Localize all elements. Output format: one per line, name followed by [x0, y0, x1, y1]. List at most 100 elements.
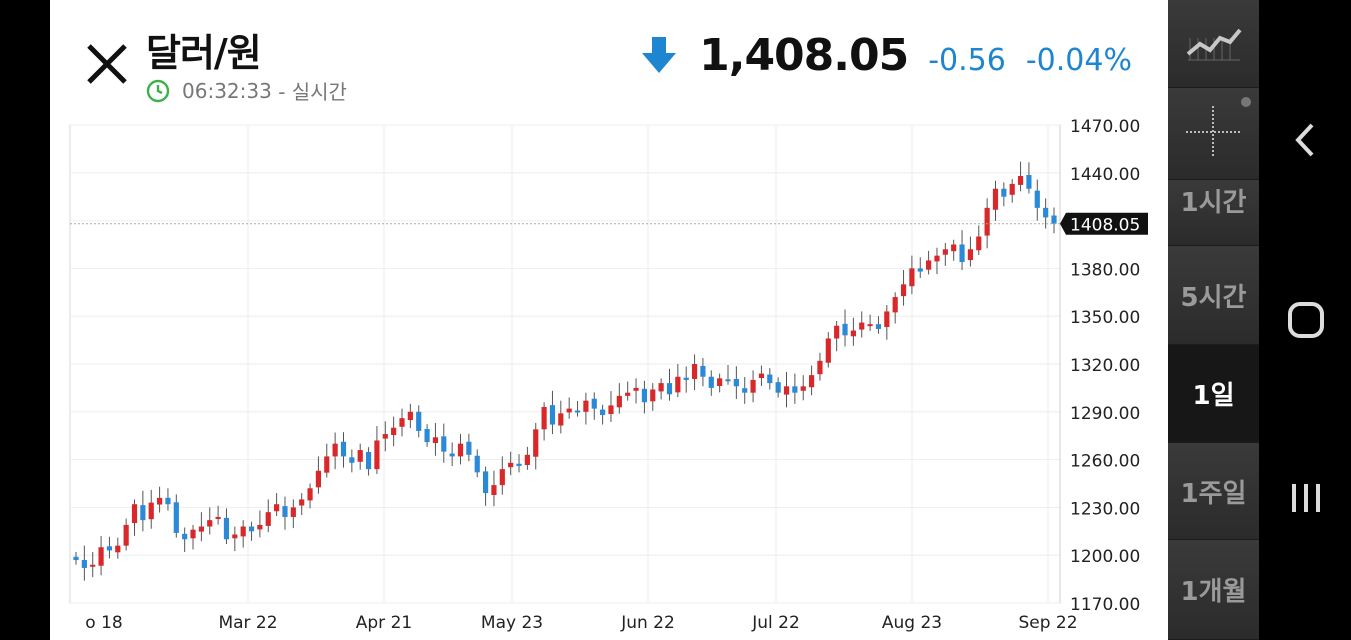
period-1month-button[interactable]: 1개월	[1168, 540, 1259, 640]
candle-body	[541, 407, 547, 430]
candle-body	[424, 429, 430, 443]
y-tick-label: 1350.00	[1070, 308, 1140, 328]
down-arrow-icon	[642, 36, 677, 73]
candle-body	[1051, 215, 1057, 224]
chart-screen: 달러/원 06:32:33 - 실시간 1,408.05 -0.56 -0.04…	[50, 0, 1168, 640]
candle-body	[1017, 175, 1024, 185]
candle-body	[524, 454, 530, 466]
last-price: 1,408.05	[699, 30, 909, 81]
candle-body	[909, 268, 915, 287]
candle-body	[441, 436, 447, 452]
candle-body	[391, 427, 397, 436]
y-tick-label: 1260.00	[1070, 452, 1140, 472]
candle-body	[691, 364, 698, 379]
candle-body	[81, 559, 87, 568]
candle-body	[182, 533, 188, 540]
period-1hour-button[interactable]: 1시간	[1168, 180, 1259, 246]
candle-body	[775, 382, 781, 393]
candle-body	[1009, 183, 1015, 195]
candle-body	[349, 457, 355, 463]
candle-body	[792, 386, 798, 393]
x-tick-label: Apr 21	[356, 613, 412, 633]
candle-body	[399, 418, 405, 427]
candle-body	[474, 455, 480, 473]
candle-body	[700, 365, 706, 377]
candle-body	[265, 512, 271, 526]
quote-time-value: 06:32:33	[182, 78, 272, 103]
candle-body	[466, 441, 472, 455]
current-price-tag	[1060, 212, 1148, 235]
candle-body	[1034, 190, 1040, 208]
candle-body	[834, 325, 840, 339]
candle-body	[808, 375, 815, 388]
candle-body	[900, 284, 907, 297]
candle-body	[558, 413, 564, 426]
candle-body	[733, 378, 739, 387]
recents-icon[interactable]	[1281, 473, 1331, 523]
crosshair-button[interactable]	[1168, 88, 1259, 180]
period-1week-button[interactable]: 1주일	[1168, 443, 1259, 540]
candle-body	[73, 556, 79, 560]
candle-body	[992, 188, 999, 210]
x-tick-label: o 18	[85, 613, 122, 633]
system-nav-bar	[1259, 0, 1351, 640]
candle-body	[165, 497, 171, 505]
candle-body	[382, 434, 388, 439]
candle-body	[106, 546, 113, 551]
candle-body	[1026, 175, 1032, 189]
candle-body	[357, 450, 363, 462]
candle-body	[574, 410, 581, 413]
candle-body	[917, 268, 923, 272]
price-change-percent: -0.04%	[1025, 43, 1132, 78]
candle-body	[491, 485, 497, 495]
candle-body	[315, 470, 322, 488]
chart-type-button[interactable]	[1168, 0, 1259, 88]
period-1day-button[interactable]: 1일	[1168, 345, 1259, 443]
candle-body	[984, 207, 990, 236]
clock-icon	[146, 79, 170, 102]
chart-sidebar: 1시간 5시간 1일 1주일 1개월	[1168, 0, 1259, 640]
candle-body	[98, 547, 104, 566]
home-icon[interactable]	[1281, 295, 1331, 345]
close-icon[interactable]	[83, 40, 131, 88]
candle-body	[549, 405, 556, 425]
candle-body	[407, 411, 413, 421]
candle-body	[817, 360, 823, 375]
candle-body	[742, 388, 748, 393]
candle-body	[533, 429, 539, 457]
candle-body	[248, 526, 255, 532]
candle-body	[374, 440, 380, 470]
candle-body	[123, 524, 129, 546]
y-tick-label: 1170.00	[1070, 595, 1140, 615]
candle-body	[131, 504, 138, 524]
y-tick-label: 1230.00	[1070, 499, 1140, 519]
candle-body	[457, 443, 464, 457]
back-icon[interactable]	[1281, 115, 1331, 165]
current-price-label: 1408.05	[1070, 216, 1140, 236]
candle-body	[666, 383, 673, 395]
candle-body	[967, 249, 974, 261]
candle-body	[282, 506, 288, 517]
candle-body	[516, 463, 522, 466]
candle-body	[591, 398, 597, 409]
x-tick-label: Sep 22	[1018, 613, 1077, 633]
candle-body	[499, 469, 505, 486]
candle-body	[658, 383, 664, 392]
candle-body	[307, 488, 313, 501]
candle-body	[825, 338, 831, 363]
candle-body	[156, 497, 163, 505]
candle-body	[90, 564, 96, 567]
quote-time: 06:32:33 - 실시간	[146, 76, 347, 105]
x-tick-label: Mar 22	[218, 613, 277, 633]
candle-body	[566, 408, 572, 413]
x-tick-label: Aug 23	[882, 613, 942, 633]
price-summary: 1,408.05 -0.56 -0.04%	[641, 30, 1132, 81]
line-chart-icon	[1186, 28, 1242, 60]
candlestick-chart[interactable]: 1470.001440.001410.001380.001350.001320.…	[50, 0, 1168, 640]
candle-body	[215, 516, 221, 519]
candle-body	[926, 260, 932, 270]
candle-body	[800, 386, 806, 391]
candle-body	[1001, 188, 1007, 197]
candle-body	[842, 323, 848, 336]
period-5hour-button[interactable]: 5시간	[1168, 246, 1259, 345]
